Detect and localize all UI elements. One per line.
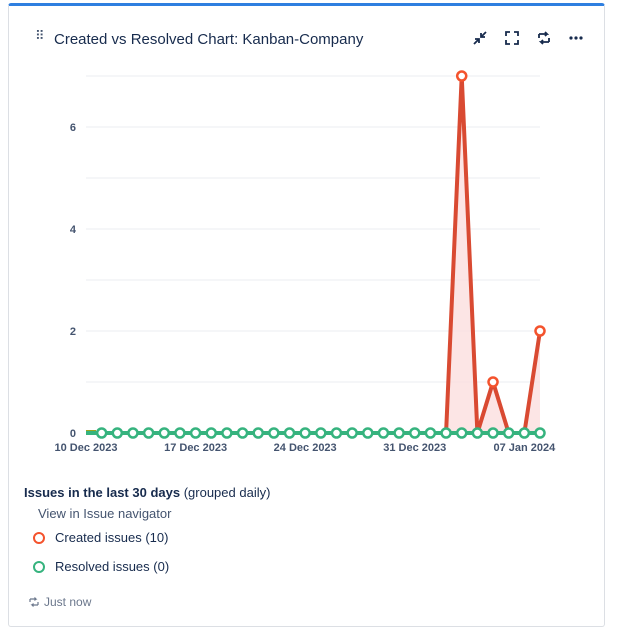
resolved-point: [142, 427, 155, 439]
legend-title: Issues in the last 30 days: [24, 485, 181, 500]
resolved-point: [330, 427, 343, 439]
created-vs-resolved-chart: 0 2 4 6 10 Dec 2023 17 Dec 2023 24 Dec 2023 31 …: [55, 70, 556, 454]
y-tick-label: 2: [70, 326, 76, 338]
gadget-title: Created vs Resolved Chart: Kanban-Compan…: [54, 31, 364, 48]
resolved-point: [393, 427, 405, 439]
x-tick-label: 31 Dec 2023: [383, 442, 446, 454]
y-tick-label: 6: [70, 122, 76, 134]
x-tick-label: 07 Jan 2024: [493, 442, 556, 454]
resolved-point: [362, 427, 374, 439]
issue-navigator-link[interactable]: View in Issue navigator: [38, 506, 172, 521]
resolved-point: [409, 427, 421, 439]
resolved-point: [455, 427, 468, 439]
created-area: [86, 76, 540, 433]
resolved-point: [283, 427, 296, 439]
legend-resolved-label: Resolved issues (0): [55, 559, 170, 574]
resolved-point: [189, 427, 202, 439]
x-tick-label: 24 Dec 2023: [274, 442, 337, 454]
created-point: [455, 70, 468, 82]
resolved-point: [95, 427, 108, 439]
resolved-point: [158, 427, 171, 439]
resolved-marker-icon: [33, 560, 45, 573]
resolved-point: [205, 427, 217, 439]
legend-created-label: Created issues (10): [55, 530, 169, 545]
resolved-point: [377, 427, 390, 439]
legend-heading: Issues in the last 30 days (grouped dail…: [24, 484, 270, 502]
x-tick-label: 10 Dec 2023: [55, 442, 118, 454]
y-tick-label: 0: [70, 428, 76, 440]
resolved-point: [236, 427, 249, 439]
resolved-point: [268, 427, 280, 439]
resolved-point: [346, 427, 358, 439]
legend-resolved[interactable]: Resolved issues (0): [33, 559, 169, 574]
resolved-point: [127, 427, 139, 439]
resolved-point: [471, 427, 484, 439]
gadget-toolbar: [470, 28, 586, 48]
resolved-point: [174, 427, 186, 439]
refresh-icon[interactable]: [534, 28, 554, 48]
y-tick-label: 4: [70, 224, 77, 236]
created-marker-icon: [33, 531, 45, 544]
resolved-point: [487, 427, 499, 439]
resolved-point: [440, 427, 452, 439]
resolved-point: [111, 427, 124, 439]
gadget-card: ⠿ Created vs Resolved Chart: Kanban-Comp…: [8, 3, 605, 627]
resolved-point: [315, 427, 327, 439]
legend-created[interactable]: Created issues (10): [33, 530, 168, 545]
resolved-point: [518, 427, 531, 439]
resolved-point: [424, 427, 437, 439]
resolved-point: [252, 427, 264, 439]
refresh-status: Just now: [28, 595, 91, 609]
resolved-point: [534, 427, 546, 439]
resolved-point: [502, 427, 515, 439]
gadget-header: ⠿ Created vs Resolved Chart: Kanban-Comp…: [9, 6, 604, 48]
more-options-icon[interactable]: [566, 28, 586, 48]
drag-handle-icon[interactable]: ⠿: [35, 28, 44, 43]
fullscreen-icon[interactable]: [502, 28, 522, 48]
created-point: [534, 325, 546, 337]
refresh-status-text: Just now: [44, 595, 92, 609]
legend-subtitle: (grouped daily): [183, 485, 271, 500]
minimize-icon[interactable]: [470, 28, 490, 48]
x-tick-label: 17 Dec 2023: [164, 442, 227, 454]
resolved-point: [221, 427, 233, 439]
resolved-point: [299, 427, 311, 439]
refresh-small-icon[interactable]: [28, 596, 40, 608]
created-point: [487, 376, 499, 388]
